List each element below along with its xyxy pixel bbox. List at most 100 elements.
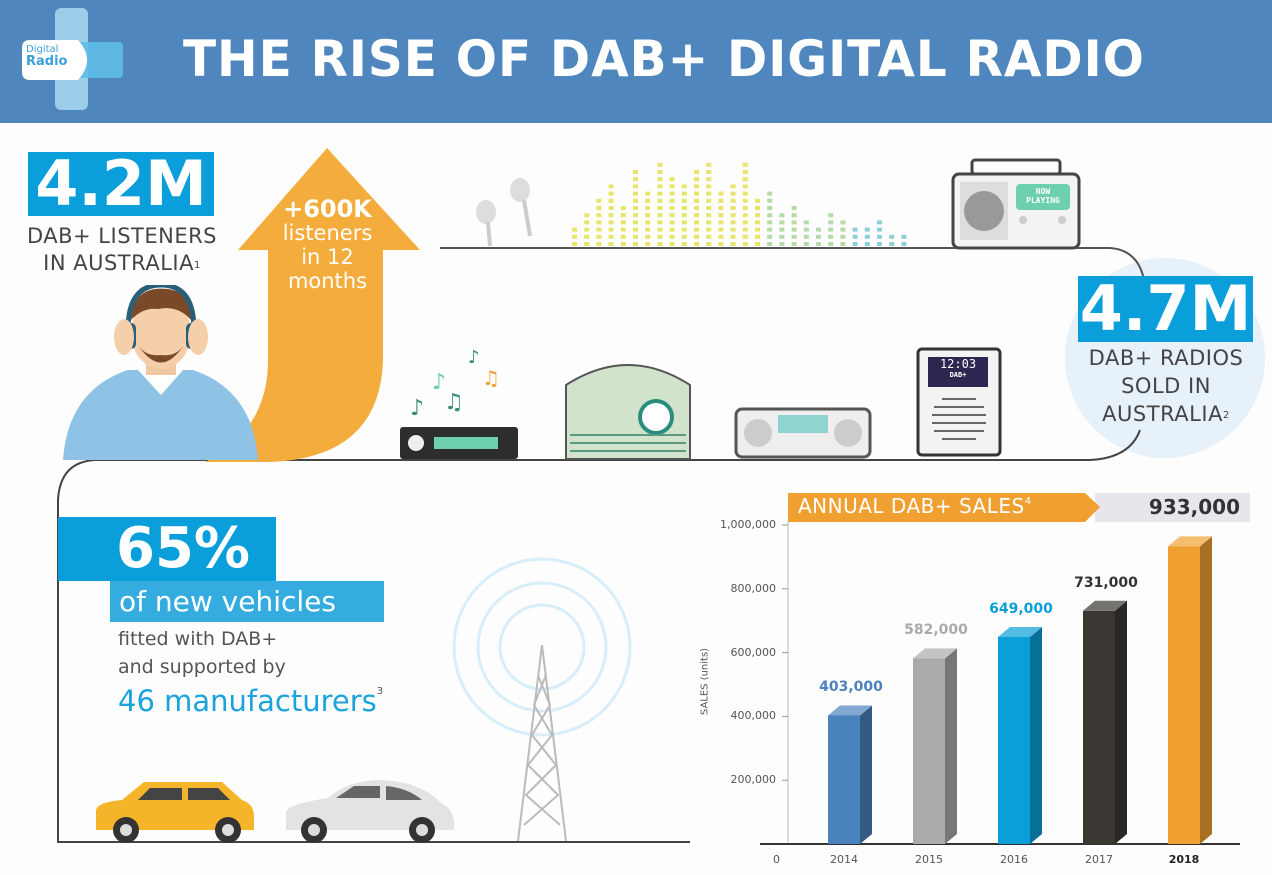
equalizer-dot	[706, 234, 712, 239]
svg-text:♪: ♪	[468, 347, 480, 368]
equalizer-dot	[742, 220, 748, 225]
equalizer-dot	[718, 198, 724, 203]
equalizer-dot	[706, 162, 712, 167]
equalizer-dot	[730, 234, 736, 239]
equalizer-dot	[791, 242, 797, 246]
equalizer-dot	[572, 234, 577, 239]
equalizer-dot	[828, 227, 834, 232]
equalizer-dot	[681, 234, 687, 239]
equalizer-dot	[730, 242, 736, 246]
y-tick-label: 600,000	[730, 645, 777, 659]
equalizer-dot	[730, 220, 736, 225]
equalizer-dot	[645, 242, 651, 246]
x-tick-label: 2016	[1000, 853, 1028, 866]
hifi-radio-icon	[734, 407, 872, 459]
y-tick-label: 1,000,000	[720, 518, 776, 531]
equalizer-dot	[791, 220, 797, 225]
equalizer-dot	[755, 227, 760, 232]
svg-text:♪: ♪	[410, 396, 424, 421]
equalizer-dot	[755, 234, 760, 239]
listeners-value: 4.2M	[28, 152, 214, 216]
equalizer-dot	[669, 198, 675, 203]
equalizer-dot	[657, 242, 663, 246]
equalizer-dot	[877, 234, 882, 239]
equalizer-dot	[767, 213, 773, 218]
equalizer-dot	[791, 227, 797, 232]
equalizer-dot	[669, 206, 675, 210]
equalizer-dot	[706, 198, 712, 203]
equalizer-dot	[596, 206, 602, 210]
equalizer-dot	[779, 242, 785, 246]
equalizer-dot	[767, 242, 773, 246]
equalizer-dot	[816, 234, 821, 239]
vehicles-value: 65%	[58, 517, 276, 581]
equalizer-dot	[681, 191, 687, 196]
equalizer-dot	[901, 234, 907, 239]
equalizer-dot	[755, 220, 760, 225]
equalizer-dot	[791, 234, 797, 239]
equalizer-dot	[742, 198, 748, 203]
equalizer-dot	[633, 177, 638, 182]
dab-clock-radio-icon	[916, 347, 1002, 457]
equalizer-dot	[840, 234, 846, 239]
equalizer-dot	[669, 213, 675, 218]
yellow-car-icon	[96, 782, 254, 843]
equalizer-dot	[620, 234, 626, 239]
data-label: 649,000	[989, 600, 1053, 617]
equalizer-dot	[852, 234, 858, 239]
y-tick-label: 0	[773, 853, 780, 866]
equalizer-dot	[669, 184, 675, 189]
equalizer-dot	[816, 227, 821, 232]
equalizer-dot	[791, 206, 797, 210]
equalizer-dot	[657, 227, 663, 232]
equalizer-dot	[840, 220, 846, 225]
equalizer-dot	[681, 206, 687, 210]
vehicles-highlight: of new vehicles	[110, 581, 384, 622]
equalizer-dot	[596, 227, 602, 232]
chart-highlight-value: 933,000	[1148, 495, 1240, 519]
y-tick-label: 800,000	[730, 581, 777, 595]
equalizer-dot	[779, 213, 785, 218]
equalizer-dot	[596, 198, 602, 203]
equalizer-dot	[645, 220, 651, 225]
equalizer-dot	[633, 213, 638, 218]
equalizer-dot	[596, 242, 602, 246]
equalizer-dot	[718, 213, 724, 218]
equalizer-dot	[864, 227, 870, 232]
equalizer-dot	[633, 242, 638, 246]
equalizer-dot	[730, 227, 736, 232]
equalizer-dot	[706, 220, 712, 225]
equalizer-dot	[608, 198, 614, 203]
equalizer-dot	[669, 177, 675, 182]
equalizer-dot	[645, 213, 651, 218]
equalizer-dot	[767, 220, 773, 225]
svg-text:♫: ♫	[444, 390, 464, 415]
equalizer-dot	[584, 234, 590, 239]
equalizer-graphic	[572, 162, 907, 246]
logo-text: Digital Radio	[26, 44, 68, 69]
equalizer-dot	[755, 213, 760, 218]
equalizer-dot	[645, 191, 651, 196]
equalizer-dot	[742, 184, 748, 189]
x-tick-label: 2014	[830, 853, 858, 866]
equalizer-dot	[572, 242, 577, 246]
equalizer-dot	[706, 242, 712, 246]
manufacturers-text: 46 manufacturers3	[118, 684, 384, 718]
equalizer-dot	[742, 242, 748, 246]
equalizer-dot	[620, 213, 626, 218]
equalizer-dot	[681, 184, 687, 189]
equalizer-dot	[694, 242, 699, 246]
equalizer-dot	[718, 242, 724, 246]
equalizer-dot	[657, 162, 663, 167]
equalizer-dot	[572, 227, 577, 232]
equalizer-dot	[596, 220, 602, 225]
equalizer-dot	[840, 242, 846, 246]
equalizer-dot	[730, 184, 736, 189]
cars-illustration	[96, 780, 455, 843]
equalizer-dot	[742, 227, 748, 232]
equalizer-dot	[596, 213, 602, 218]
equalizer-dot	[742, 234, 748, 239]
equalizer-dot	[584, 213, 590, 218]
equalizer-dot	[779, 227, 785, 232]
equalizer-dot	[767, 234, 773, 239]
